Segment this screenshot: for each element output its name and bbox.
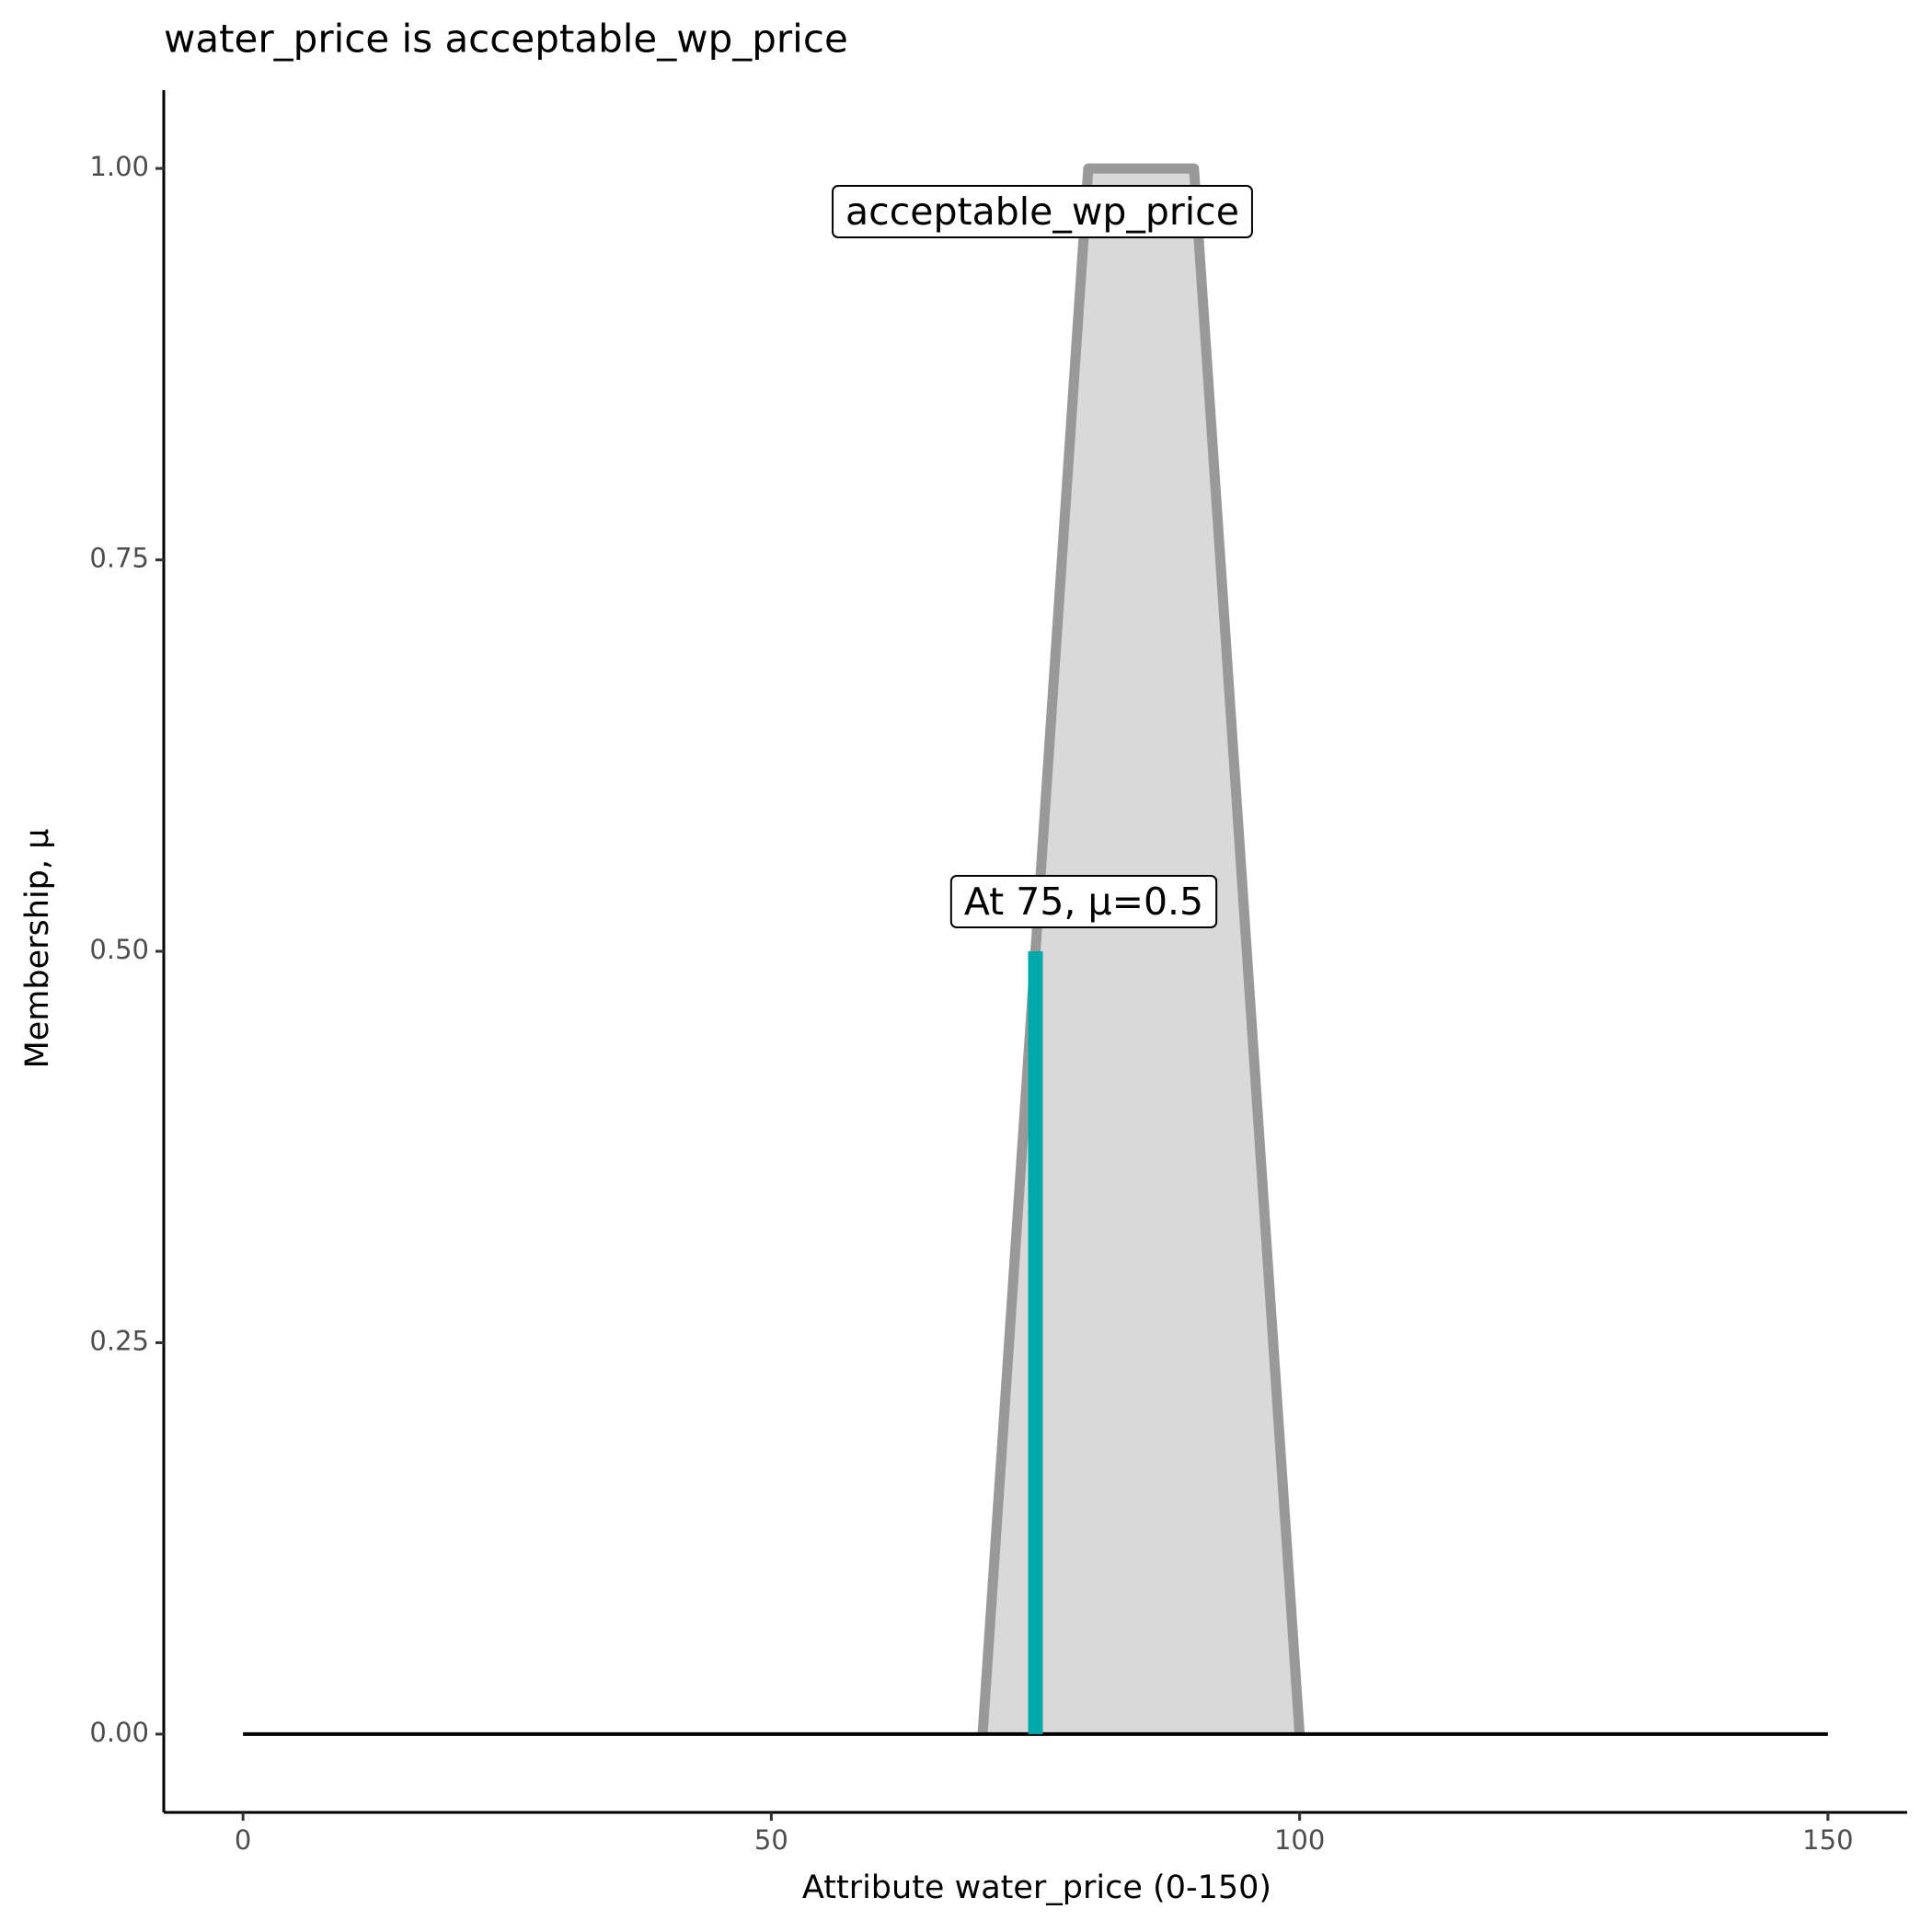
y-tick-label: 0.00 — [89, 1717, 149, 1748]
x-tick-label: 100 — [1274, 1824, 1325, 1856]
y-tick-label: 0.50 — [89, 934, 149, 965]
y-axis-title: Membership, μ — [19, 829, 56, 1069]
marker-label-box — [949, 875, 1218, 928]
x-axis-title: Attribute water_price (0-150) — [802, 1869, 1271, 1906]
x-tick-label: 0 — [235, 1824, 251, 1856]
marker-label-text: At 75, μ=0.5 — [964, 880, 1203, 924]
x-tick-label: 50 — [754, 1824, 788, 1856]
marker-label: At 75, μ=0.5 — [949, 875, 1218, 928]
chart-title: water_price is acceptable_wp_price — [164, 17, 848, 62]
y-tick-label: 1.00 — [89, 151, 149, 182]
y-tick-label: 0.75 — [89, 543, 149, 574]
area-label: acceptable_wp_price — [832, 185, 1253, 238]
area-label-text: acceptable_wp_price — [845, 190, 1239, 234]
area-label-box — [832, 185, 1253, 238]
x-tick-label: 150 — [1802, 1824, 1853, 1856]
y-tick-label: 0.25 — [89, 1325, 149, 1356]
